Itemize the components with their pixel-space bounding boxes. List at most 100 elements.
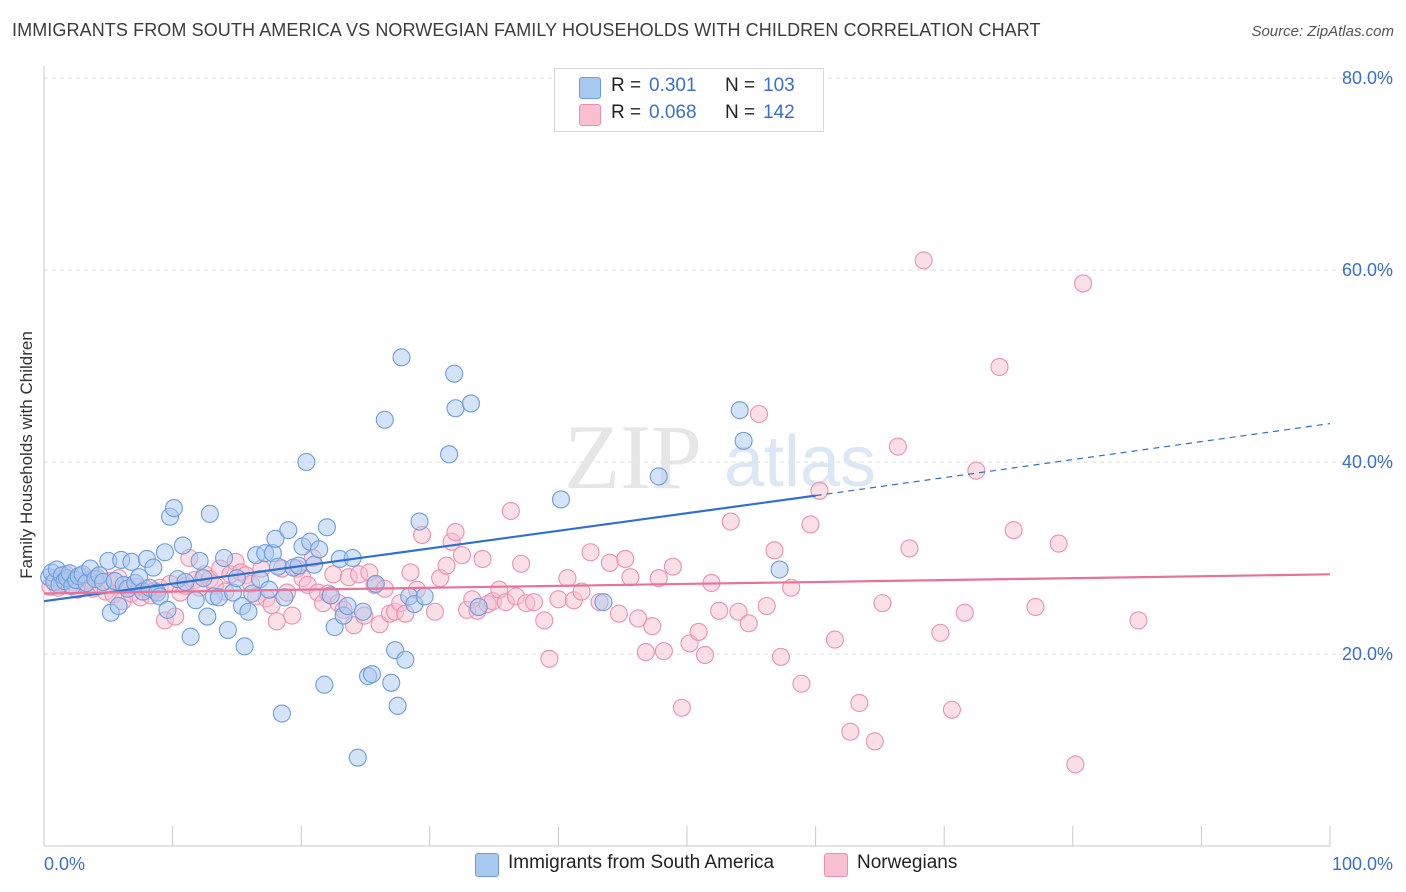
- data-point-south-america: [415, 587, 434, 606]
- data-point-norwegians: [771, 647, 790, 666]
- data-point-south-america: [235, 637, 254, 656]
- data-point-south-america: [297, 452, 316, 472]
- data-point-norwegians: [629, 609, 648, 628]
- data-point-norwegians: [942, 700, 961, 719]
- watermark: ZIP atlas: [564, 406, 876, 508]
- y-tick-label: 40.0%: [1342, 452, 1393, 472]
- data-point-south-america: [594, 593, 613, 612]
- legend-r-value-blue: 0.301: [649, 75, 697, 96]
- data-point-norwegians: [452, 546, 472, 565]
- data-point-norwegians: [558, 569, 577, 588]
- trend-line-south-america-extension: [815, 423, 1331, 497]
- data-point-south-america: [275, 588, 294, 607]
- data-point-norwegians: [967, 461, 986, 480]
- data-point-norwegians: [792, 674, 811, 693]
- data-point-norwegians: [1066, 755, 1085, 774]
- data-point-south-america: [353, 602, 372, 621]
- y-tick-labels: 20.0% 40.0% 60.0% 80.0%: [1342, 68, 1393, 664]
- trend-line-south-america: [43, 494, 816, 603]
- data-point-south-america: [109, 596, 128, 616]
- data-point-south-america: [190, 551, 209, 570]
- data-point-south-america: [770, 560, 789, 579]
- data-point-south-america: [198, 607, 217, 626]
- data-point-norwegians: [572, 582, 591, 601]
- data-point-south-america: [269, 557, 288, 576]
- source-credit: Source: ZipAtlas.com: [1251, 23, 1394, 40]
- legend-n-label: N =: [725, 102, 756, 123]
- data-point-norwegians: [873, 594, 892, 613]
- data-point-norwegians: [654, 642, 673, 661]
- data-point-south-america: [317, 518, 336, 537]
- data-point-norwegians: [1074, 274, 1093, 293]
- data-point-south-america: [366, 574, 385, 593]
- data-point-norwegians: [524, 593, 544, 612]
- data-point-south-america: [392, 348, 411, 367]
- data-point-south-america: [551, 490, 571, 509]
- data-point-norwegians: [437, 556, 456, 575]
- data-point-norwegians: [739, 614, 758, 633]
- data-point-norwegians: [609, 604, 628, 623]
- bottom-legend-label-blue: Immigrants from South America: [508, 852, 775, 873]
- data-point-south-america: [469, 597, 488, 617]
- data-point-norwegians: [900, 539, 919, 558]
- data-point-south-america: [730, 401, 749, 420]
- legend-n-label: N =: [725, 75, 756, 96]
- data-point-norwegians: [765, 541, 784, 560]
- chart-title: IMMIGRANTS FROM SOUTH AMERICA VS NORWEGI…: [12, 20, 1041, 40]
- data-point-norwegians: [267, 612, 286, 631]
- data-point-south-america: [272, 704, 291, 723]
- data-point-south-america: [173, 536, 192, 555]
- data-point-south-america: [122, 552, 141, 571]
- data-point-south-america: [158, 600, 177, 619]
- data-point-norwegians: [888, 437, 907, 456]
- data-point-norwegians: [616, 549, 635, 569]
- x-tick-labels: 0.0% 100.0%: [44, 854, 1393, 874]
- data-point-norwegians: [710, 601, 729, 620]
- data-point-norwegians: [721, 512, 740, 531]
- data-point-norwegians: [841, 722, 860, 741]
- data-point-south-america: [440, 445, 459, 464]
- data-point-norwegians: [1049, 534, 1068, 553]
- data-point-south-america: [375, 410, 394, 429]
- data-point-south-america: [181, 627, 200, 646]
- data-point-norwegians: [643, 617, 662, 636]
- data-point-south-america: [310, 540, 329, 559]
- data-point-south-america: [321, 586, 340, 605]
- data-point-norwegians: [446, 523, 465, 542]
- legend-r-label: R =: [611, 75, 642, 96]
- data-point-south-america: [410, 512, 429, 531]
- data-point-south-america: [362, 665, 381, 684]
- data-point-south-america: [218, 620, 237, 640]
- data-point-norwegians: [621, 568, 640, 587]
- data-point-south-america: [446, 399, 465, 418]
- legend-r-value-pink: 0.068: [649, 102, 697, 123]
- data-point-south-america: [214, 548, 234, 568]
- x-tick-label: 100.0%: [1332, 854, 1393, 874]
- data-point-norwegians: [850, 693, 869, 713]
- data-point-norwegians: [283, 606, 302, 625]
- bottom-legend-swatch-blue: [475, 853, 499, 877]
- data-point-south-america: [266, 529, 285, 548]
- y-tick-label: 60.0%: [1342, 260, 1393, 280]
- data-point-norwegians: [512, 554, 531, 573]
- data-point-south-america: [338, 596, 357, 616]
- bottom-legend-swatch-pink: [824, 853, 848, 877]
- data-point-norwegians: [825, 630, 844, 649]
- data-point-norwegians: [600, 553, 619, 572]
- data-point-norwegians: [581, 543, 600, 562]
- data-point-norwegians: [540, 649, 559, 668]
- data-point-south-america: [164, 499, 183, 518]
- data-point-norwegians: [689, 622, 708, 641]
- axes: [43, 66, 1331, 847]
- data-point-south-america: [461, 394, 481, 413]
- data-point-south-america: [144, 558, 163, 577]
- gridlines: [44, 77, 1392, 655]
- data-point-south-america: [388, 696, 407, 715]
- data-point-south-america: [279, 521, 298, 540]
- legend-n-value-pink: 142: [763, 102, 795, 123]
- data-point-norwegians: [931, 623, 950, 642]
- data-point-norwegians: [549, 590, 568, 609]
- data-point-south-america: [227, 569, 246, 588]
- data-point-south-america: [382, 673, 401, 692]
- data-point-norwegians: [324, 565, 343, 584]
